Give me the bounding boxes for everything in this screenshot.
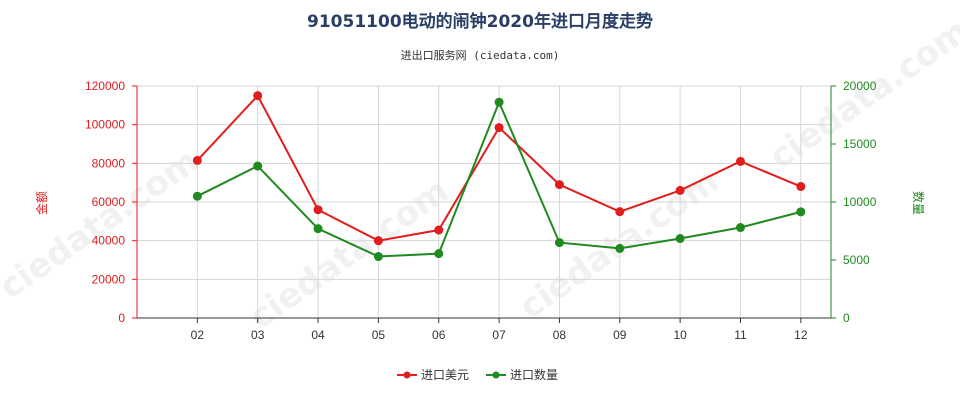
data-point-import-qty — [675, 234, 685, 244]
data-point-import-qty — [253, 161, 263, 171]
y-right-tick-label: 5000 — [843, 253, 870, 267]
y-left-tick-label: 20000 — [92, 272, 126, 286]
x-tick-label: 11 — [734, 328, 747, 342]
x-tick-label: 07 — [492, 328, 506, 342]
data-point-import-qty — [192, 191, 202, 201]
series-layer — [192, 91, 806, 262]
legend-marker-import-usd — [403, 371, 411, 379]
data-point-import-qty — [796, 207, 806, 217]
data-point-import-usd — [494, 123, 504, 133]
legend-label-import-qty: 进口数量 — [510, 367, 558, 382]
x-tick-label: 04 — [311, 328, 325, 342]
y-left-tick-label: 100000 — [85, 118, 125, 132]
data-point-import-usd — [796, 182, 806, 192]
y-left-tick-label: 0 — [118, 311, 125, 325]
data-point-import-usd — [253, 91, 263, 101]
data-point-import-usd — [554, 180, 564, 190]
data-point-import-qty — [735, 223, 745, 233]
y-right-tick-label: 0 — [843, 311, 850, 325]
x-tick-label: 03 — [251, 328, 265, 342]
y-left-tick-label: 40000 — [92, 234, 126, 248]
data-point-import-usd — [615, 207, 625, 217]
x-tick-label: 05 — [372, 328, 386, 342]
chart-subtitle: 进出口服务网 (ciedata.com) — [401, 48, 560, 62]
data-point-import-usd — [735, 156, 745, 166]
data-point-import-usd — [192, 155, 202, 165]
y-left-tick-label: 120000 — [85, 79, 125, 93]
legend-label-import-usd: 进口美元 — [421, 368, 469, 382]
y-axis-left-label: 金额 — [34, 191, 49, 215]
data-point-import-qty — [554, 238, 564, 248]
y-axis-right-label: 数量 — [911, 191, 926, 215]
data-point-import-qty — [615, 243, 625, 253]
chart-title: 91051100电动的闹钟2020年进口月度走势 — [307, 11, 653, 32]
x-tick-label: 08 — [553, 328, 567, 342]
y-left-tick-label: 80000 — [92, 156, 126, 170]
grid — [137, 85, 831, 319]
legend-item-import-qty[interactable]: 进口数量 — [486, 367, 558, 382]
legend: 进口美元 进口数量 — [397, 367, 558, 382]
legend-item-import-usd[interactable]: 进口美元 — [397, 368, 469, 382]
x-tick-label: 06 — [432, 328, 446, 342]
data-point-import-qty — [494, 97, 504, 107]
y-right-tick-label: 20000 — [843, 79, 877, 93]
y-right-tick-label: 15000 — [843, 137, 877, 151]
data-point-import-usd — [313, 205, 323, 215]
x-tick-label: 12 — [794, 328, 808, 342]
y-right-tick-label: 10000 — [843, 195, 877, 209]
x-tick-label: 09 — [613, 328, 627, 342]
data-point-import-qty — [434, 249, 444, 259]
data-point-import-qty — [313, 224, 323, 234]
data-point-import-usd — [434, 225, 444, 235]
x-tick-label: 10 — [673, 328, 687, 342]
data-point-import-qty — [373, 252, 383, 262]
y-left-tick-label: 60000 — [92, 195, 126, 209]
watermark: ciedata.com — [762, 11, 960, 178]
data-point-import-usd — [675, 185, 685, 195]
x-tick-label: 02 — [191, 328, 205, 342]
legend-marker-import-qty — [492, 371, 500, 379]
data-point-import-usd — [373, 236, 383, 246]
